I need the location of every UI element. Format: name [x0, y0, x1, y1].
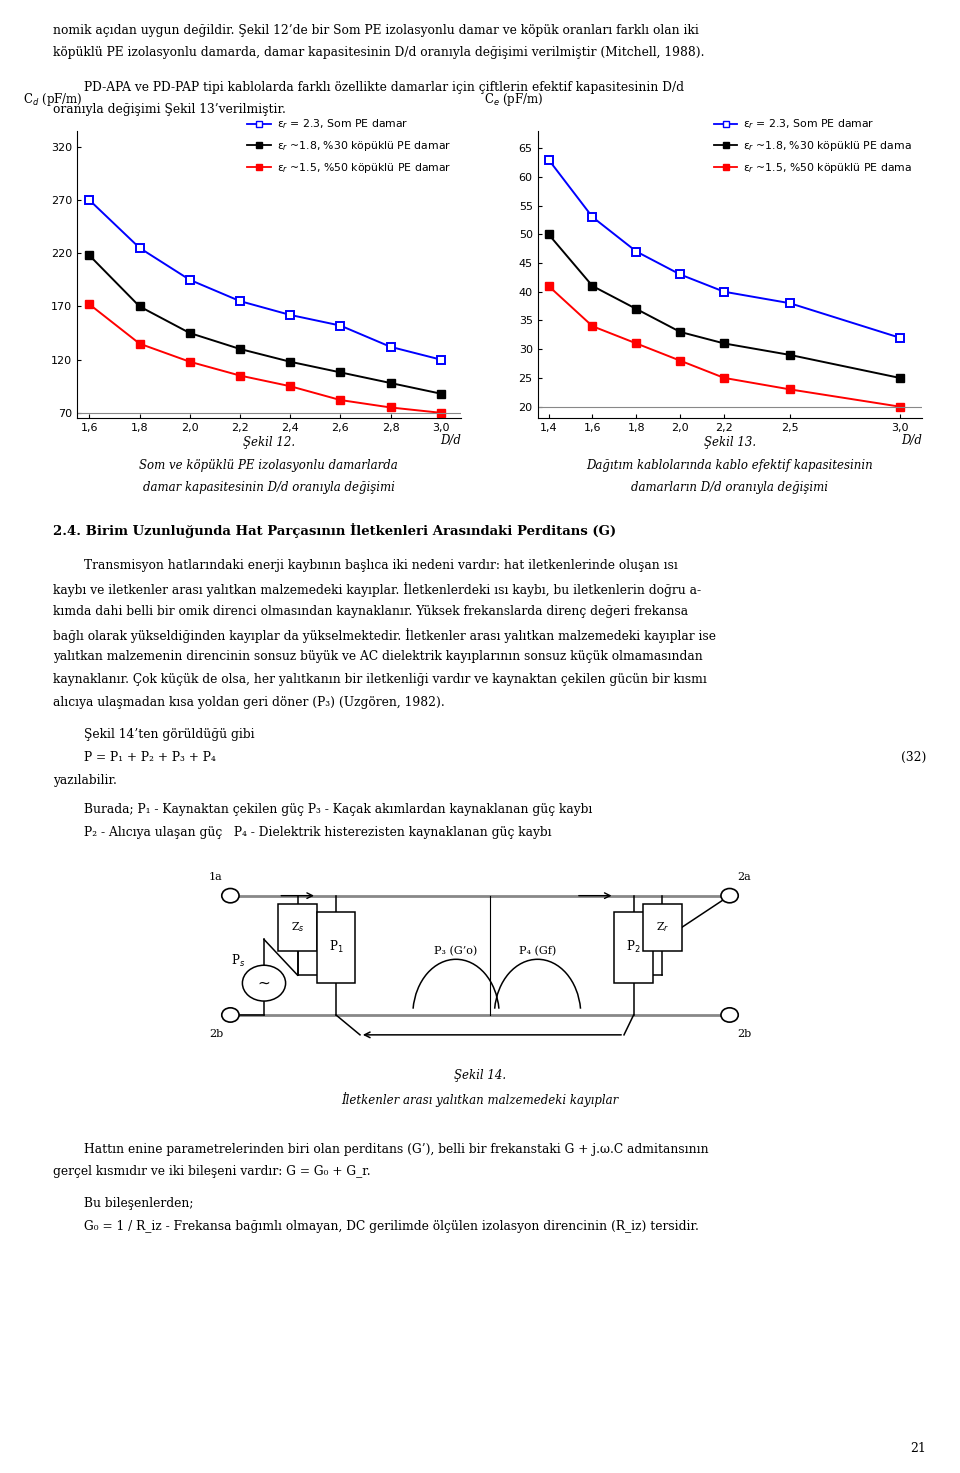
Legend: ε$_r$ = 2.3, Som PE damar, ε$_r$ ~1.8, %30 köpüklü PE dama, ε$_r$ ~1.5, %50 köpü: ε$_r$ = 2.3, Som PE damar, ε$_r$ ~1.8, %…	[709, 113, 916, 178]
Text: Dağıtım kablolarında kablo efektif kapasitesinin: Dağıtım kablolarında kablo efektif kapas…	[587, 458, 873, 471]
Text: G₀ = 1 / R_iz - Frekansa bağımlı olmayan, DC gerilimde ölçülen izolasyon direnci: G₀ = 1 / R_iz - Frekansa bağımlı olmayan…	[53, 1220, 699, 1233]
Legend: ε$_r$ = 2.3, Som PE damar, ε$_r$ ~1.8, %30 köpüklü PE damar, ε$_r$ ~1.5, %50 köp: ε$_r$ = 2.3, Som PE damar, ε$_r$ ~1.8, %…	[243, 113, 455, 178]
Text: Hattın enine parametrelerinden biri olan perditans (G’), belli bir frekanstaki G: Hattın enine parametrelerinden biri olan…	[53, 1143, 708, 1155]
Text: P$_1$: P$_1$	[328, 940, 344, 956]
Text: yazılabilir.: yazılabilir.	[53, 773, 117, 787]
Text: damar kapasitesinin D/d oranıyla değişimi: damar kapasitesinin D/d oranıyla değişim…	[143, 482, 395, 495]
Circle shape	[721, 888, 738, 903]
Text: oranıyla değişimi Şekil 13’verilmiştir.: oranıyla değişimi Şekil 13’verilmiştir.	[53, 103, 286, 116]
Text: ~: ~	[257, 975, 271, 991]
Text: Şekil 13.: Şekil 13.	[704, 436, 756, 449]
Text: 2.4. Birim Uzunluğunda Hat Parçasının İletkenleri Arasındaki Perditans (G): 2.4. Birim Uzunluğunda Hat Parçasının İl…	[53, 523, 616, 538]
Circle shape	[721, 1008, 738, 1022]
Text: yalıtkan malzemenin direncinin sonsuz büyük ve AC dielektrik kayıplarının sonsuz: yalıtkan malzemenin direncinin sonsuz bü…	[53, 651, 703, 663]
Circle shape	[222, 1008, 239, 1022]
Text: 21: 21	[910, 1442, 926, 1455]
Text: İletkenler arası yalıtkan malzemedeki kayıplar: İletkenler arası yalıtkan malzemedeki ka…	[342, 1093, 618, 1108]
Text: köpüklü PE izolasyonlu damarda, damar kapasitesinin D/d oranıyla değişimi verilm: köpüklü PE izolasyonlu damarda, damar ka…	[53, 47, 705, 59]
Text: kımda dahi belli bir omik direnci olmasından kaynaklanır. Yüksek frekanslarda di: kımda dahi belli bir omik direnci olması…	[53, 605, 688, 617]
Text: kaynaklanır. Çok küçük de olsa, her yalıtkanın bir iletkenliği vardır ve kaynakt: kaynaklanır. Çok küçük de olsa, her yalı…	[53, 673, 707, 686]
Text: 2b: 2b	[209, 1028, 223, 1038]
Text: kaybı ve iletkenler arası yalıtkan malzemedeki kayıplar. İletkenlerdeki ısı kayb: kaybı ve iletkenler arası yalıtkan malze…	[53, 582, 701, 597]
Text: Z$_r$: Z$_r$	[656, 921, 669, 934]
Text: Burada; P₁ - Kaynaktan çekilen güç P₃ - Kaçak akımlardan kaynaklanan güç kaybı: Burada; P₁ - Kaynaktan çekilen güç P₃ - …	[53, 803, 592, 816]
Text: alıcıya ulaşmadan kısa yoldan geri döner (P₃) (Uzgören, 1982).: alıcıya ulaşmadan kısa yoldan geri döner…	[53, 697, 444, 709]
Text: P$_2$: P$_2$	[626, 940, 641, 956]
Text: P₂ - Alıcıya ulaşan güç   P₄ - Dielektrik histerezisten kaynaklanan güç kaybı: P₂ - Alıcıya ulaşan güç P₄ - Dielektrik …	[53, 826, 551, 840]
Text: P₄ (Gf): P₄ (Gf)	[519, 946, 556, 956]
Bar	[643, 903, 682, 952]
Text: gerçel kısmıdır ve iki bileşeni vardır: G = G₀ + G_r.: gerçel kısmıdır ve iki bileşeni vardır: …	[53, 1165, 371, 1178]
Text: PD-APA ve PD-PAP tipi kablolarda farklı özellikte damarlar için çiftlerin efekti: PD-APA ve PD-PAP tipi kablolarda farklı …	[53, 81, 684, 94]
Text: Şekil 14.: Şekil 14.	[454, 1069, 506, 1083]
Text: Transmisyon hatlarındaki enerji kaybının başlıca iki nedeni vardır: hat iletkenl: Transmisyon hatlarındaki enerji kaybının…	[53, 560, 678, 572]
Text: Som ve köpüklü PE izolasyonlu damarlarda: Som ve köpüklü PE izolasyonlu damarlarda	[139, 458, 398, 471]
Circle shape	[242, 965, 286, 1002]
Text: P$_s$: P$_s$	[230, 953, 245, 969]
Text: C$_e$ (pF/m): C$_e$ (pF/m)	[484, 91, 543, 108]
Text: 2b: 2b	[737, 1028, 751, 1038]
Circle shape	[222, 888, 239, 903]
Text: Şekil 14’ten görüldüğü gibi: Şekil 14’ten görüldüğü gibi	[53, 728, 254, 741]
Text: 2a: 2a	[737, 872, 751, 882]
Bar	[317, 912, 355, 982]
Text: Z$_s$: Z$_s$	[291, 921, 304, 934]
Text: D/d: D/d	[440, 435, 461, 446]
Text: (32): (32)	[901, 751, 926, 764]
Text: 1a: 1a	[209, 872, 223, 882]
Text: bağlı olarak yükseldiğinden kayıplar da yükselmektedir. İletkenler arası yalıtka: bağlı olarak yükseldiğinden kayıplar da …	[53, 627, 716, 642]
Text: Bu bileşenlerden;: Bu bileşenlerden;	[53, 1198, 193, 1211]
Text: D/d: D/d	[900, 435, 922, 446]
Text: damarların D/d oranıyla değişimi: damarların D/d oranıyla değişimi	[631, 482, 828, 495]
Text: P = P₁ + P₂ + P₃ + P₄: P = P₁ + P₂ + P₃ + P₄	[53, 751, 216, 764]
Text: Şekil 12.: Şekil 12.	[243, 436, 295, 449]
Text: nomik açıdan uygun değildir. Şekil 12’de bir Som PE izolasyonlu damar ve köpük o: nomik açıdan uygun değildir. Şekil 12’de…	[53, 24, 699, 37]
Text: P₃ (G’o): P₃ (G’o)	[434, 946, 478, 956]
Bar	[278, 903, 317, 952]
Bar	[614, 912, 653, 982]
Text: C$_d$ (pF/m): C$_d$ (pF/m)	[23, 91, 83, 108]
